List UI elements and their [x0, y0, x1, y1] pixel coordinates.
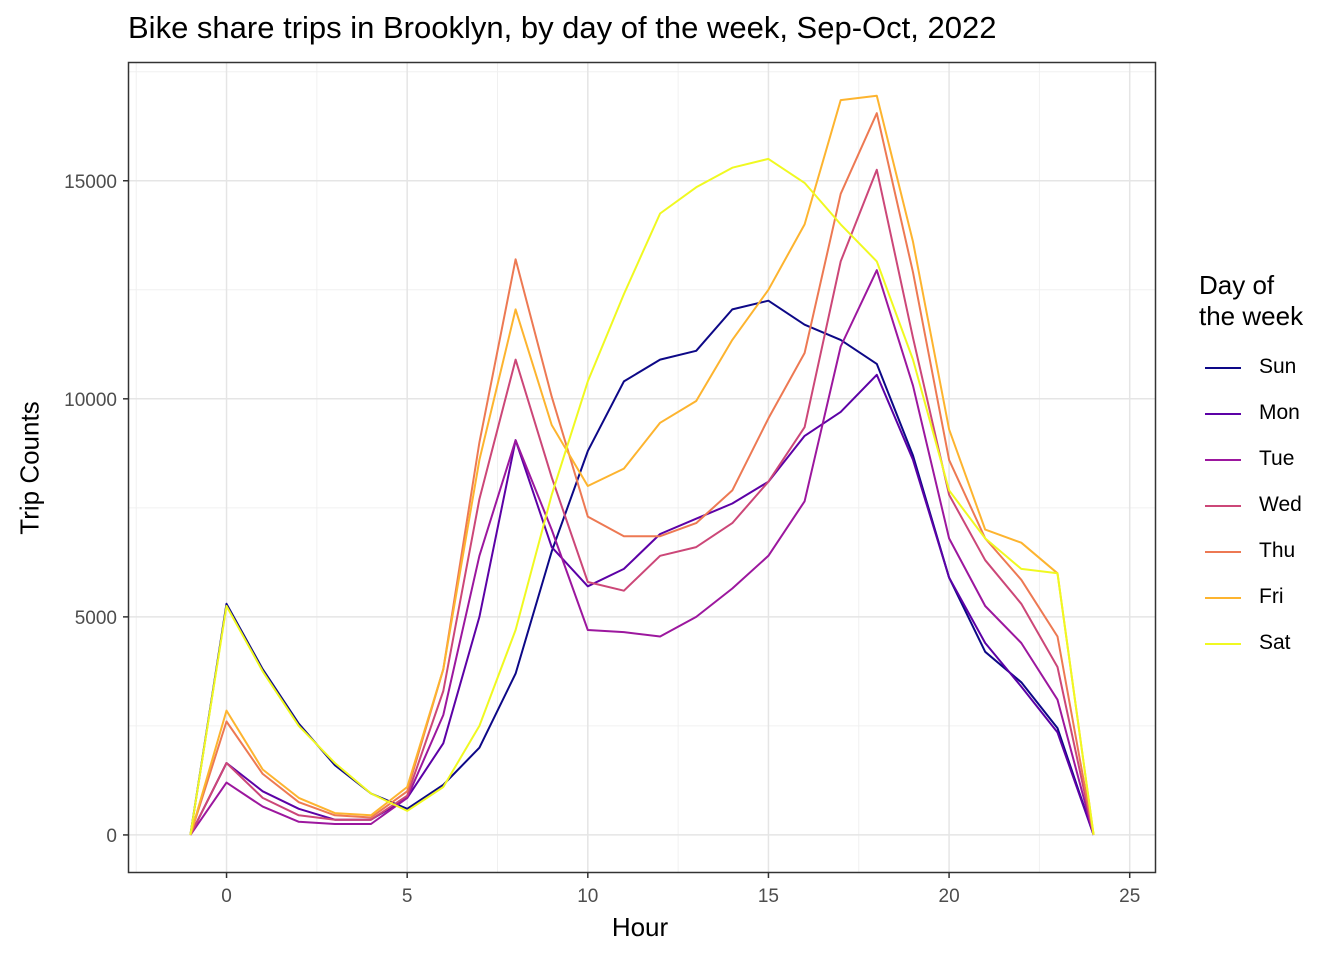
plot-border [127, 61, 1157, 874]
legend-key-thu [1205, 551, 1241, 553]
y-tick-label: 10000 [64, 390, 117, 411]
x-axis-label: Hour [611, 912, 669, 942]
legend-label-wed: Wed [1259, 493, 1302, 516]
legend-item-tue: Tue [1199, 438, 1329, 484]
legend-label-tue: Tue [1259, 447, 1295, 470]
legend-item-sun: Sun [1199, 346, 1329, 392]
axis-ticks: 0 5 10 15 20 25 0 5000 10000 15000 [64, 172, 1140, 907]
series-line-tue [189, 269, 1095, 836]
x-tick-label: 10 [577, 886, 598, 907]
legend-label-sat: Sat [1259, 631, 1291, 654]
legend-title-line-2: the week [1199, 301, 1304, 331]
legend-label-fri: Fri [1259, 585, 1284, 608]
y-tick-label: 0 [106, 826, 117, 847]
series-line-mon [189, 373, 1095, 836]
minor-gridlines [129, 63, 1155, 872]
legend-key-fri [1205, 597, 1241, 599]
x-tick-label: 15 [758, 886, 779, 907]
legend-item-fri: Fri [1199, 576, 1329, 622]
legend-item-wed: Wed [1199, 484, 1329, 530]
legend-item-sat: Sat [1199, 622, 1329, 668]
legend-key-tue [1205, 459, 1241, 461]
legend-title-line-1: Day of [1199, 270, 1275, 300]
legend-item-thu: Thu [1199, 530, 1329, 576]
x-tick-label: 20 [939, 886, 960, 907]
legend-title: Day of the week [1199, 270, 1339, 332]
legend-key-mon [1205, 413, 1241, 415]
legend-label-mon: Mon [1259, 401, 1300, 424]
legend-key-wed [1205, 505, 1241, 507]
y-tick-label: 5000 [75, 608, 117, 629]
legend-label-sun: Sun [1259, 355, 1297, 378]
x-tick-label: 25 [1119, 886, 1140, 907]
series-line-sat [189, 157, 1095, 836]
legend-key-sat [1205, 643, 1241, 645]
legend-item-mon: Mon [1199, 392, 1329, 438]
series-line-fri [189, 94, 1095, 836]
legend: Sun Mon Tue Wed Thu Fri Sat [1199, 346, 1329, 668]
y-axis-label: Trip Counts [14, 401, 45, 535]
y-tick-label: 15000 [64, 172, 117, 193]
x-tick-label: 0 [221, 886, 232, 907]
chart-title: Bike share trips in Brooklyn, by day of … [128, 10, 997, 45]
legend-key-sun [1205, 367, 1241, 369]
major-gridlines [129, 63, 1155, 872]
series-line-thu [189, 112, 1095, 836]
legend-label-thu: Thu [1259, 539, 1296, 562]
series-lines [189, 94, 1095, 836]
x-tick-label: 5 [402, 886, 413, 907]
